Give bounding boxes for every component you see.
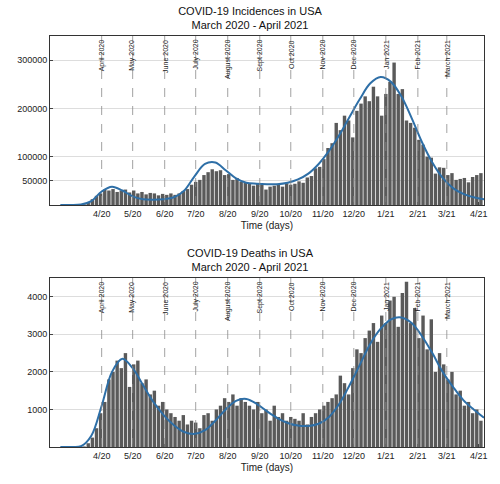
svg-text:June 2020: June 2020: [162, 40, 169, 73]
svg-text:April 2020: April 2020: [98, 40, 106, 72]
svg-text:March 2021: March 2021: [444, 282, 451, 319]
svg-text:11/20: 11/20: [312, 451, 334, 461]
svg-text:5/20: 5/20: [124, 451, 142, 461]
svg-text:8/20: 8/20: [219, 451, 237, 461]
svg-text:7/20: 7/20: [187, 451, 205, 461]
svg-text:March 2021: March 2021: [444, 40, 451, 77]
svg-text:1/21: 1/21: [377, 209, 395, 219]
svg-text:50000: 50000: [22, 176, 47, 186]
svg-text:200000: 200000: [17, 104, 47, 114]
svg-text:4000: 4000: [27, 292, 47, 302]
svg-text:Oct 2020: Oct 2020: [288, 40, 295, 69]
svg-text:Oct 2020: Oct 2020: [288, 282, 295, 311]
svg-text:June 2020: June 2020: [162, 282, 169, 315]
svg-text:12/20: 12/20: [343, 451, 366, 461]
svg-text:10/20: 10/20: [280, 209, 303, 219]
svg-text:July 2020: July 2020: [192, 39, 200, 69]
svg-text:7/20: 7/20: [187, 209, 205, 219]
svg-text:August 2020: August 2020: [224, 40, 232, 79]
svg-text:4/21: 4/21: [470, 451, 488, 461]
svg-text:3/21: 3/21: [438, 209, 456, 219]
svg-text:Sept 2020: Sept 2020: [256, 39, 264, 71]
svg-text:6/20: 6/20: [156, 451, 174, 461]
svg-text:Feb 2021: Feb 2021: [414, 40, 421, 70]
svg-text:300000: 300000: [17, 55, 47, 65]
svg-text:May 2020: May 2020: [128, 282, 136, 313]
svg-text:Dec 2020: Dec 2020: [350, 39, 357, 69]
svg-text:May 2020: May 2020: [128, 40, 136, 71]
svg-text:Feb 2021: Feb 2021: [414, 282, 421, 312]
svg-text:3/21: 3/21: [438, 451, 456, 461]
svg-text:10/20: 10/20: [280, 451, 303, 461]
svg-text:Nov 2020: Nov 2020: [319, 281, 326, 311]
svg-text:3000: 3000: [27, 329, 47, 339]
svg-text:2/21: 2/21: [409, 451, 427, 461]
svg-text:COVID-19 Deaths in USAMarch 20: COVID-19 Deaths in USAMarch 2020 - April…: [187, 247, 314, 273]
svg-text:4/20: 4/20: [93, 451, 111, 461]
svg-text:Nov 2020: Nov 2020: [319, 39, 326, 69]
svg-text:9/20: 9/20: [251, 451, 269, 461]
svg-text:11/20: 11/20: [312, 209, 334, 219]
svg-text:12/20: 12/20: [343, 209, 366, 219]
svg-text:4/21: 4/21: [470, 209, 488, 219]
svg-text:Jan 2021: Jan 2021: [383, 282, 390, 311]
svg-text:9/20: 9/20: [251, 209, 269, 219]
svg-text:Dec 2020: Dec 2020: [350, 281, 357, 311]
svg-text:July 2020: July 2020: [192, 281, 200, 311]
svg-text:August 2020: August 2020: [224, 282, 232, 321]
svg-text:5/20: 5/20: [124, 209, 142, 219]
svg-text:1/21: 1/21: [377, 451, 395, 461]
svg-text:Sept 2020: Sept 2020: [256, 281, 264, 313]
svg-text:2/21: 2/21: [409, 209, 427, 219]
svg-text:Time (days): Time (days): [241, 462, 293, 473]
svg-text:Jan 2021: Jan 2021: [383, 40, 390, 69]
svg-text:2000: 2000: [27, 367, 47, 377]
svg-text:1000: 1000: [27, 405, 47, 415]
svg-text:6/20: 6/20: [156, 209, 174, 219]
svg-text:100000: 100000: [17, 152, 47, 162]
svg-text:8/20: 8/20: [219, 209, 237, 219]
svg-text:Time (days): Time (days): [241, 220, 293, 231]
svg-text:4/20: 4/20: [93, 209, 111, 219]
svg-text:COVID-19 Incidences in USAMarc: COVID-19 Incidences in USAMarch 2020 - A…: [178, 5, 322, 31]
svg-text:April 2020: April 2020: [98, 282, 106, 314]
